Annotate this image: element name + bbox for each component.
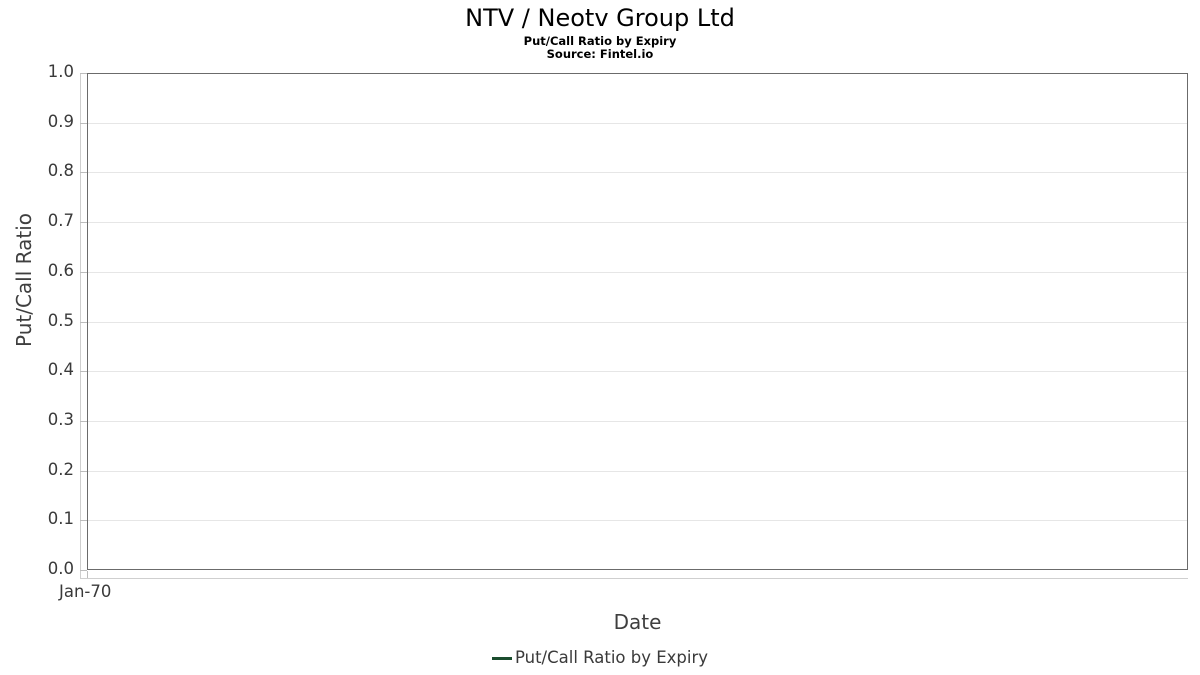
y-axis-tick-mark [80, 222, 87, 224]
legend-line-icon [491, 656, 512, 660]
x-axis-tick-mark [87, 571, 88, 578]
gridline-horizontal [88, 371, 1187, 373]
y-axis-tick-label: 0.4 [47, 360, 74, 380]
y-axis-tick-mark [80, 122, 87, 124]
y-axis-tick-mark [80, 73, 87, 74]
y-axis-tick-label: 0.8 [47, 161, 74, 181]
chart-title: NTV / Neotv Group Ltd [465, 4, 735, 32]
gridline-horizontal [88, 470, 1187, 472]
gridline-horizontal [88, 520, 1187, 522]
y-axis-tick-label: 0.2 [47, 459, 74, 479]
legend-entry[interactable]: Put/Call Ratio by Expiry [491, 648, 709, 668]
chart-source-attribution: Source: Fintel.io [546, 47, 654, 61]
gridline-horizontal [88, 172, 1187, 174]
chart-legend: Put/Call Ratio by Expiry [0, 648, 1200, 668]
gridline-horizontal [88, 321, 1187, 323]
y-axis-tick-mark [80, 371, 87, 373]
y-axis-tick-label: 0.7 [47, 211, 74, 231]
y-axis-tick-mark [80, 470, 87, 472]
gridline-horizontal [88, 271, 1187, 273]
gridline-horizontal [88, 420, 1187, 422]
legend-label: Put/Call Ratio by Expiry [514, 648, 709, 667]
y-axis-spine [80, 73, 81, 579]
y-axis-tick-mark [80, 520, 87, 522]
gridline-horizontal [88, 222, 1187, 224]
y-axis-tick-label: 0.0 [47, 559, 74, 578]
y-axis-tick-label: 1.0 [47, 62, 74, 81]
gridline-horizontal [88, 122, 1187, 124]
y-axis-tick-label: 0.3 [47, 409, 74, 429]
x-axis-spine [80, 578, 1188, 579]
y-axis-tick-label: 0.5 [47, 310, 74, 330]
y-axis-tick-label: 0.6 [47, 260, 74, 280]
x-axis-title: Date [613, 610, 662, 634]
x-axis-tick-label: Jan-70 [59, 582, 112, 601]
chart-subtitle: Put/Call Ratio by Expiry [523, 34, 677, 48]
y-axis-title: Put/Call Ratio [12, 213, 36, 348]
y-axis-tick-mark [80, 271, 87, 273]
y-axis-tick-mark [80, 570, 87, 571]
y-axis-tick-mark [80, 321, 87, 323]
chart-header: NTV / Neotv Group Ltd Put/Call Ratio by … [0, 0, 1200, 61]
y-axis-tick-label: 0.1 [47, 509, 74, 529]
y-axis-tick-label: 0.9 [47, 111, 74, 131]
y-axis-tick-mark [80, 172, 87, 174]
plot-area [87, 73, 1188, 570]
y-axis-tick-mark [80, 420, 87, 422]
plot-canvas [88, 74, 1187, 569]
